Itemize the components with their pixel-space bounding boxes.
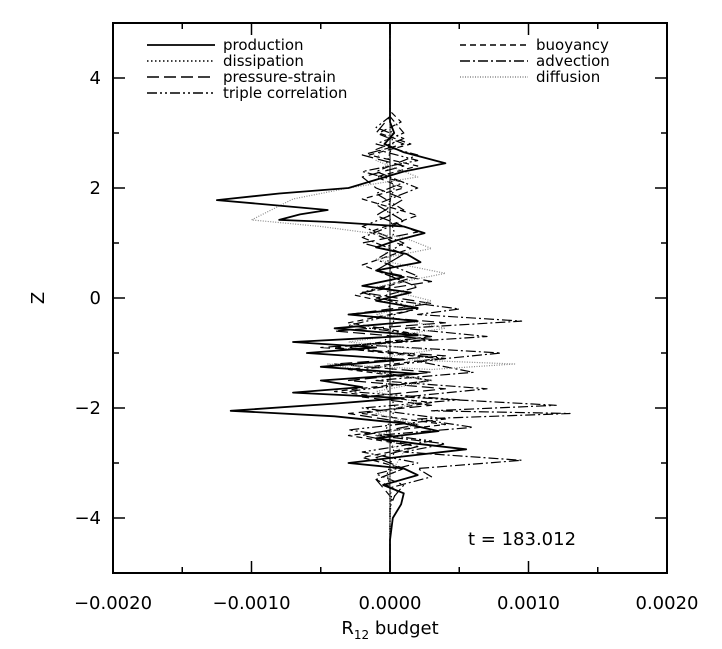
legend-label: dissipation	[223, 52, 304, 70]
legend-label: buoyancy	[536, 36, 609, 54]
x-tick-label: −0.0010	[212, 593, 290, 614]
series-line-buoyancy	[334, 23, 446, 573]
y-tick-label: 2	[90, 178, 101, 199]
y-tick-label: −2	[74, 398, 101, 419]
time-annotation: t = 183.012	[468, 529, 576, 550]
x-tick-label: 0.0000	[359, 593, 422, 614]
x-axis-label-suffix: budget	[369, 618, 439, 639]
series-line-pressure-strain	[320, 23, 446, 573]
legend-entry-pressure-strain: pressure-strain	[147, 68, 336, 86]
series-line-triple-correlation	[347, 23, 460, 573]
x-axis-label-main: R	[341, 618, 354, 639]
series-line-diffusion	[250, 23, 516, 573]
legend-label: triple correlation	[223, 84, 347, 102]
x-tick-label: 0.0010	[497, 593, 560, 614]
legend-entry-triple-correlation: triple correlation	[147, 84, 347, 102]
series-curves	[216, 23, 571, 573]
y-tick-label: −4	[74, 508, 101, 529]
legend-entry-buoyancy: buoyancy	[460, 36, 609, 54]
legend-entry-production: production	[147, 36, 304, 54]
legend-entry-diffusion: diffusion	[460, 68, 600, 86]
series-line-production	[216, 23, 468, 573]
axis-tick-labels: −0.0020 −0.0010 0.0000 0.0010 0.0020 −4 −2 0 2 4	[74, 68, 699, 614]
series-line-advection	[361, 23, 571, 573]
y-axis-label: Z	[28, 292, 49, 304]
axis-ticks	[112, 22, 668, 574]
x-axis-label-subscript: 12	[354, 628, 369, 642]
x-tick-label: 0.0020	[636, 593, 699, 614]
legend-entry-dissipation: dissipation	[147, 52, 304, 70]
y-tick-label: 0	[90, 288, 101, 309]
y-tick-label: 4	[90, 68, 101, 89]
legend-label: diffusion	[536, 68, 600, 86]
legend-label: pressure-strain	[223, 68, 336, 86]
legend-label: advection	[536, 52, 610, 70]
x-tick-label: −0.0020	[74, 593, 152, 614]
x-axis-label: R12 budget	[341, 618, 438, 642]
legend-label: production	[223, 36, 304, 54]
legend-entry-advection: advection	[460, 52, 610, 70]
legend: productiondissipationpressure-straintrip…	[147, 36, 610, 102]
